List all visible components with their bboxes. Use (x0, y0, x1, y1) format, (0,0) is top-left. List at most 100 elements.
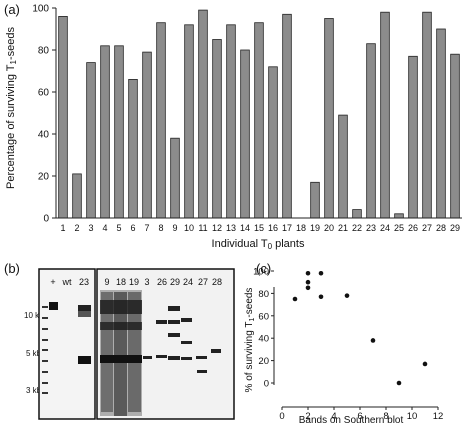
x-tick-label: 8 (158, 223, 163, 233)
blot-membrane-left (38, 268, 96, 420)
y-tick-label: 60 (258, 311, 269, 322)
x-tick-label: 11 (198, 223, 207, 233)
panel-label-a: (a) (4, 2, 20, 17)
x-ticks: 1 2 3 4 5 6 7 8 9 10 11 12 13 14 15 16 17 18 19 20 21 22 23 24 2… (60, 223, 460, 233)
y-ticks: 0 20 40 60 80 100 (32, 4, 56, 225)
x-tick-label: 2 (74, 223, 79, 233)
data-point (318, 294, 324, 300)
x-tick-label: 5 (116, 223, 121, 233)
x-tick-label: 3 (88, 223, 93, 233)
x-tick-label: 24 (380, 223, 390, 233)
lane-label: 3 (144, 277, 149, 287)
bar (380, 11, 390, 219)
lane-label: 27 (198, 277, 208, 287)
x-axis-label: Individual T0 plants (212, 238, 305, 251)
y-tick-label: 40 (38, 130, 50, 141)
x-tick-label: 28 (436, 223, 446, 233)
marker-label-5kb: 5 kb (26, 349, 42, 358)
x-tick-label: 22 (352, 223, 362, 233)
y-tick-label: 40 (258, 334, 269, 345)
bar (338, 114, 348, 219)
x-tick-label: 2 (305, 411, 310, 422)
x-tick-label: 23 (366, 223, 376, 233)
bar (198, 9, 208, 219)
bar (408, 55, 418, 219)
lane-label: 26 (157, 277, 167, 287)
lane-label: 18 (116, 277, 126, 287)
data-point (344, 293, 350, 298)
scatter-chart: 0 20 40 60 80 100 0 2 4 6 8 10 12 % of surviving T1… (244, 267, 443, 427)
x-tick-label: 7 (144, 223, 149, 233)
smear-region (100, 290, 142, 416)
lane-label: wt (62, 277, 72, 287)
lane-labels-left: + wt 23 (50, 277, 89, 287)
x-tick-label: 15 (254, 223, 264, 233)
y-tick-label: 80 (38, 46, 50, 57)
data-point (305, 285, 311, 291)
bar (422, 11, 432, 219)
data-point (422, 361, 428, 367)
lane-label: 19 (129, 277, 139, 287)
lane-label: 24 (183, 277, 193, 287)
lane-label: 29 (170, 277, 180, 287)
band (78, 356, 91, 364)
x-ticks: 0 2 4 6 8 10 12 (279, 407, 443, 422)
y-tick-label: 0 (264, 379, 269, 390)
bar (436, 28, 446, 219)
x-tick-label: 4 (331, 411, 336, 422)
bar (394, 213, 404, 219)
bar (156, 22, 166, 219)
x-tick-label: 14 (240, 223, 250, 233)
x-tick-label: 27 (422, 223, 432, 233)
y-tick-label: 60 (38, 88, 50, 99)
y-ticks: 0 20 40 60 80 100 (253, 267, 274, 390)
bar (310, 181, 320, 219)
panel-label-b: (b) (4, 261, 20, 276)
data-point (305, 279, 311, 285)
lane-labels-right: 9 18 19 3 26 29 24 27 28 (104, 277, 222, 287)
bar (240, 49, 250, 219)
x-tick-label: 6 (357, 411, 362, 422)
data-point (318, 270, 324, 276)
lane-label: 23 (79, 277, 89, 287)
marker-label-10kb: 10 kb (24, 311, 44, 320)
y-tick-label: 20 (258, 356, 269, 367)
x-tick-label: 10 (407, 411, 418, 422)
bar (450, 53, 460, 219)
x-tick-label: 4 (102, 223, 107, 233)
point-group (292, 270, 428, 386)
lane-label: + (50, 277, 55, 287)
x-tick-label: 10 (184, 223, 194, 233)
y-tick-label: 20 (38, 172, 50, 183)
y-axis-label: % of surviving T1-seeds (244, 288, 256, 393)
bar (170, 137, 180, 219)
southern-blot-image: 10 kb 5 kb 3 kb + wt 23 9 18 19 3 26 29 24 27 28 (24, 268, 235, 420)
x-tick-label: 8 (383, 411, 388, 422)
data-point (305, 270, 311, 276)
bar (100, 45, 110, 219)
bar (142, 51, 152, 219)
x-tick-label: 13 (226, 223, 236, 233)
band (78, 311, 91, 317)
bar (184, 24, 194, 219)
x-tick-label: 12 (433, 411, 444, 422)
bar (212, 39, 222, 219)
y-tick-label: 80 (258, 289, 269, 300)
bar (366, 43, 376, 219)
panel-label-c: (c) (256, 261, 271, 276)
x-tick-label: 12 (212, 223, 222, 233)
x-tick-label: 16 (268, 223, 278, 233)
y-axis-label: Percentage of surviving T1-seeds (5, 27, 18, 190)
marker-label-3kb: 3 kb (26, 386, 42, 395)
band (78, 305, 91, 312)
data-point (292, 296, 298, 302)
band-pattern (143, 306, 221, 373)
x-tick-label: 6 (130, 223, 135, 233)
x-tick-label: 0 (279, 411, 284, 422)
data-point (370, 338, 376, 343)
bar (268, 66, 278, 219)
bar (324, 18, 334, 219)
y-tick-label: 100 (32, 4, 49, 15)
